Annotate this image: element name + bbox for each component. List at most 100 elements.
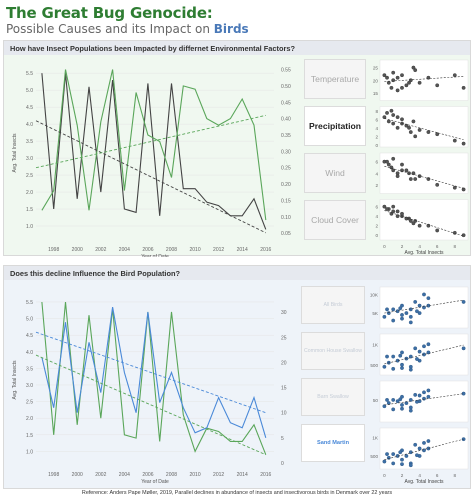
- scatter-point: [435, 182, 440, 187]
- scatter-point: [415, 357, 419, 361]
- section1-question: How have Insect Populations been Impacte…: [4, 41, 470, 55]
- y-tick-label: 4.5: [26, 333, 33, 339]
- y-axis-title: Avg. Total Insects: [12, 360, 18, 400]
- scatter-trend-line: [384, 438, 464, 460]
- x-tick-label: 2014: [237, 472, 248, 478]
- scatter-point: [400, 85, 404, 90]
- scatter-point: [452, 185, 457, 190]
- bird-barn-swallow-button[interactable]: Barn Swallow: [301, 378, 365, 416]
- scatter-point: [422, 344, 426, 349]
- x-tick-label: 2006: [142, 472, 153, 478]
- y-tick-label: 2.5: [26, 173, 33, 179]
- scatter-x-tick: 0: [383, 244, 386, 249]
- section1-body: 1.0 1.5 2.0 2.5 3.0 3.5 4.0 4.5 5.0 5.5 0.05 0.10 0.…: [4, 55, 470, 257]
- scatter-point: [386, 162, 391, 167]
- scatter-y-tick: 6: [375, 117, 378, 122]
- scatter-point: [426, 439, 431, 443]
- y2-tick-label: 5: [281, 436, 284, 442]
- trend-line: [35, 120, 266, 234]
- scatter-point: [417, 128, 422, 132]
- y2-tick-label: 25: [281, 335, 287, 341]
- bird-sand-martin-button[interactable]: Sand Martin: [301, 424, 365, 462]
- factor-cloud-cover-button[interactable]: Cloud Cover: [304, 200, 366, 240]
- scatter-point: [407, 80, 411, 85]
- reference-footer: Reference: Anders Pape Møller, 2019, Par…: [81, 490, 393, 496]
- y-tick-label: 2.0: [26, 190, 33, 196]
- x-tick-label: 2000: [72, 472, 83, 478]
- y-tick-label: 4.0: [26, 350, 33, 356]
- x-tick-label: 2016: [260, 247, 271, 253]
- x-tick-label: 1998: [48, 247, 59, 253]
- y-tick-label: 4.5: [26, 105, 33, 111]
- x-tick-label: 2000: [72, 247, 83, 253]
- scatter-point: [413, 442, 418, 447]
- scatter-point: [391, 318, 396, 323]
- scatter-point: [408, 130, 413, 134]
- scatter-point: [461, 233, 466, 238]
- scatter-point: [385, 159, 389, 164]
- scatter-point: [400, 394, 404, 399]
- scatter-point: [413, 300, 418, 304]
- scatter-point: [400, 121, 404, 126]
- y2-tick-label: 0: [281, 461, 284, 467]
- scatter-point: [389, 85, 394, 90]
- factor-wind-button[interactable]: Wind: [304, 153, 366, 193]
- x-axis-title: Year of Date: [141, 479, 169, 485]
- scatter-y-tick: 0: [375, 143, 378, 148]
- y2-tick-label: 0.15: [281, 198, 291, 204]
- scatter-point: [400, 162, 404, 167]
- scatter-point: [417, 311, 422, 315]
- factor-temperature-button[interactable]: Temperature: [304, 59, 366, 99]
- scatter-point: [400, 403, 404, 407]
- scatter-point: [408, 177, 413, 181]
- scatter-point: [391, 398, 396, 402]
- scatter-point: [391, 354, 396, 359]
- trend-line: [35, 354, 266, 456]
- scatter-point: [391, 204, 396, 209]
- scatter-x-tick: 4: [418, 244, 421, 249]
- series-line: [41, 307, 267, 438]
- y-tick-label: 5.5: [26, 300, 33, 306]
- y-tick-label: 4.0: [26, 122, 33, 128]
- scatter-y-tick: 2: [375, 224, 378, 229]
- scatter-point: [422, 352, 426, 357]
- scatter-point: [382, 404, 387, 409]
- scatter-point: [461, 187, 466, 192]
- section2-question: Does this decline Influence the Bird Pop…: [4, 266, 470, 280]
- factor-precipitation-button[interactable]: Precipitation: [304, 106, 366, 146]
- scatter-point: [398, 306, 403, 311]
- bird-impact-panel: Does this decline Influence the Bird Pop…: [3, 265, 471, 489]
- scatter-point: [411, 119, 416, 124]
- scatter-point: [398, 450, 403, 455]
- y2-tick-label: 0.55: [281, 68, 291, 74]
- scatter-trend-line: [384, 393, 464, 406]
- x-tick-label: 2002: [95, 472, 106, 478]
- scatter-point: [386, 80, 391, 85]
- section2-body: 1.0 1.5 2.0 2.5 3.0 3.5 4.0 4.5 5.0 5.5 0 5 10 15 20 25…: [4, 280, 470, 488]
- scatter-point: [385, 452, 389, 456]
- scatter-point: [395, 75, 400, 80]
- scatter-y-tick: 1K: [372, 342, 379, 347]
- scatter-point: [411, 171, 416, 176]
- scatter-point: [408, 314, 413, 319]
- x-tick-label: 2016: [260, 472, 271, 478]
- bird-all-birds-button[interactable]: All Birds: [301, 286, 365, 324]
- x-tick-label: 2010: [189, 247, 200, 253]
- scatter-point: [385, 207, 389, 211]
- scatter-point: [395, 174, 400, 179]
- scatter-point: [461, 300, 466, 304]
- insects-vs-precipitation-chart: 1.0 1.5 2.0 2.5 3.0 3.5 4.0 4.5 5.0 5.5 0.05 0.10 0.…: [12, 68, 291, 257]
- scatter-point: [400, 350, 404, 355]
- scatter-point: [426, 342, 431, 347]
- scatter-point: [386, 311, 391, 315]
- scatter-point: [391, 407, 396, 412]
- scatter-point: [413, 177, 418, 181]
- scatter-y-tick: 6: [375, 160, 378, 165]
- scatter-point: [382, 314, 387, 319]
- scatter-y-tick: 4: [375, 126, 378, 131]
- scatter-point: [395, 88, 400, 93]
- bird-common-house-swallow-button[interactable]: Common House Swallow: [301, 332, 365, 370]
- scatter-point: [391, 168, 396, 173]
- scatter-y-tick: 500: [370, 454, 378, 459]
- scatter-point: [435, 228, 440, 233]
